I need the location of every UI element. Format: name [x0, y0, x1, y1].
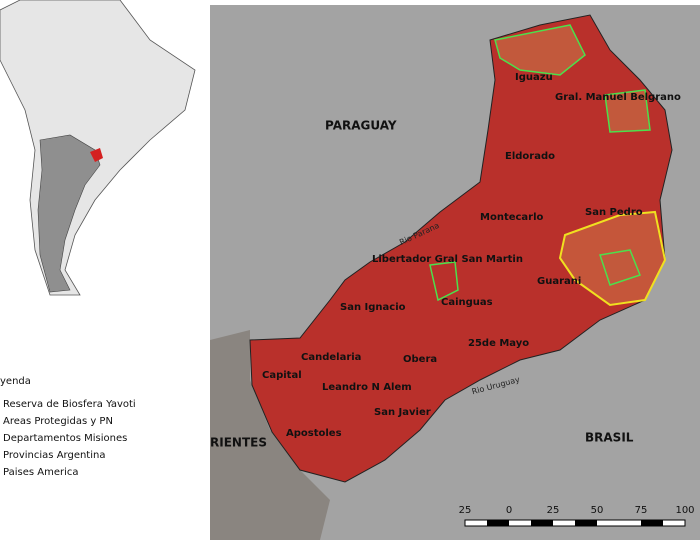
department-label: Apostoles [286, 428, 342, 439]
legend-item: Paises America [3, 467, 79, 478]
scale-label: 25 [459, 505, 472, 516]
protected-area [494, 24, 586, 76]
legend-item: Departamentos Misiones [3, 433, 127, 444]
protected-area [599, 249, 641, 286]
corrientes [210, 330, 330, 540]
scale-bar-segment [487, 520, 509, 526]
department-label: Obera [403, 354, 437, 365]
country-label: RIENTES [210, 436, 267, 450]
protected-area [604, 89, 651, 133]
department-label: Leandro N Alem [322, 382, 412, 393]
legend-item: Areas Protegidas y PN [3, 416, 113, 427]
department-label: San Javier [374, 407, 431, 418]
scale-bar [464, 519, 686, 527]
scale-label: 50 [591, 505, 604, 516]
scale-label: 100 [675, 505, 694, 516]
country-label: BRASIL [585, 431, 634, 445]
scale-bar-segment [641, 520, 663, 526]
department-label: San Ignacio [340, 302, 406, 313]
misiones-locator [90, 148, 103, 162]
scale-bar-segment [575, 520, 597, 526]
legend-item: Provincias Argentina [3, 450, 105, 461]
department-label: Candelaria [301, 352, 361, 363]
misiones [249, 14, 673, 483]
department-label: Cainguas [441, 297, 493, 308]
country-label: PARAGUAY [325, 119, 397, 133]
scale-label: 75 [635, 505, 648, 516]
department-label: Eldorado [505, 151, 555, 162]
department-label: Capital [262, 370, 302, 381]
inset-map [0, 0, 205, 296]
department-label: Gral. Manuel Belgrano [555, 92, 681, 103]
department-label: Libertador Gral San Martin [372, 254, 523, 265]
main-map [210, 5, 700, 540]
department-label: 25de Mayo [468, 338, 529, 349]
scale-bar-segment [531, 520, 553, 526]
department-label: Guarani [537, 276, 581, 287]
legend-item: Reserva de Biosfera Yavoti [3, 399, 136, 410]
protected-area [429, 261, 459, 302]
scale-label: 25 [547, 505, 560, 516]
department-label: San Pedro [585, 207, 643, 218]
legend-title: yenda [0, 376, 31, 387]
department-label: Iguazu [515, 72, 553, 83]
department-label: Montecarlo [480, 212, 544, 223]
scale-label: 0 [506, 505, 512, 516]
